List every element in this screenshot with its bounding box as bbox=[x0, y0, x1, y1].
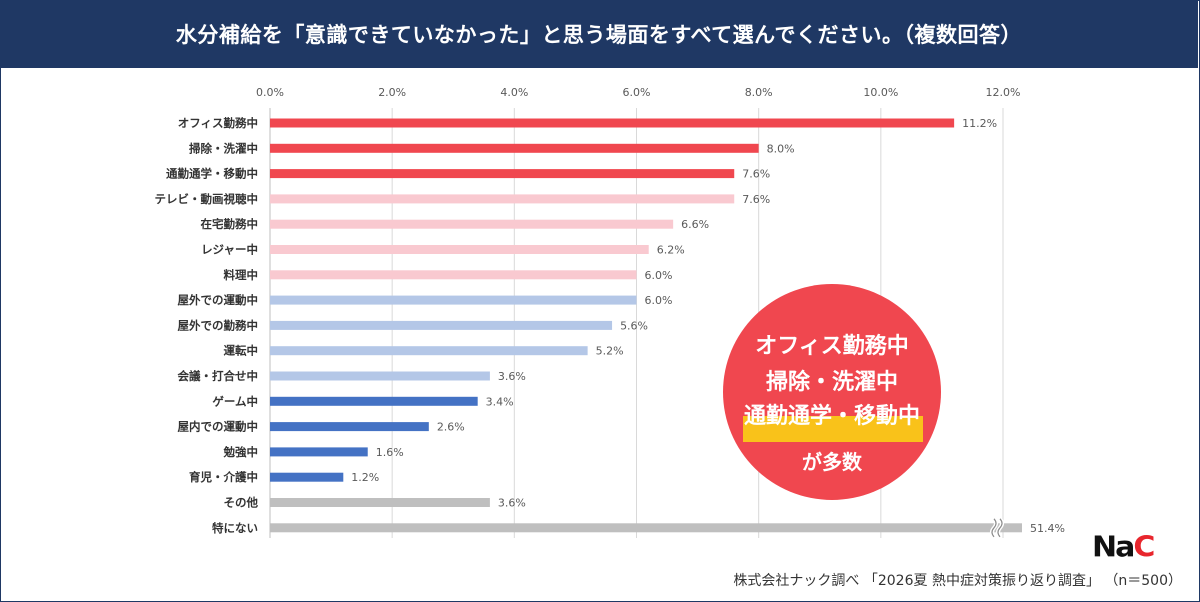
category-label: レジャー中 bbox=[201, 243, 258, 257]
x-tick-label: 10.0% bbox=[863, 86, 898, 99]
category-label: ゲーム中 bbox=[212, 394, 258, 408]
x-tick-label: 12.0% bbox=[986, 86, 1021, 99]
category-label: 運転中 bbox=[224, 344, 259, 358]
bar bbox=[270, 143, 759, 153]
data-label: 6.0% bbox=[645, 294, 673, 307]
bar bbox=[270, 169, 735, 179]
data-label: 6.2% bbox=[657, 244, 685, 257]
nac-logo: NaC bbox=[1092, 530, 1155, 565]
chart-title: 水分補給を「意識できていなかった」と思う場面をすべて選んでください。（複数回答） bbox=[0, 0, 1198, 68]
bar bbox=[270, 396, 478, 406]
category-label: 屋内での運動中 bbox=[178, 420, 259, 434]
bar bbox=[270, 447, 368, 457]
data-label: 11.2% bbox=[962, 117, 997, 130]
category-label: 掃除・洗濯中 bbox=[189, 141, 258, 155]
source-note: 株式会社ナック調べ 「2026夏 熱中症対策振り返り調査」 （n＝500） bbox=[733, 573, 1182, 589]
logo-prefix: Na bbox=[1092, 530, 1135, 565]
data-label: 5.6% bbox=[620, 319, 648, 332]
category-label: テレビ・動画視聴中 bbox=[155, 192, 259, 206]
bar bbox=[270, 194, 735, 204]
bar bbox=[270, 346, 588, 356]
category-label: 会議・打合せ中 bbox=[177, 369, 259, 383]
category-label: 育児・介護中 bbox=[189, 470, 258, 484]
category-label: 料理中 bbox=[224, 268, 259, 282]
data-label: 3.4% bbox=[486, 395, 514, 408]
data-label: 5.2% bbox=[596, 345, 624, 358]
bar bbox=[270, 498, 490, 507]
category-label: 在宅勤務中 bbox=[201, 217, 259, 231]
x-tick-label: 6.0% bbox=[623, 86, 651, 99]
data-label: 3.6% bbox=[498, 370, 526, 383]
bar bbox=[270, 270, 637, 280]
data-label: 7.6% bbox=[742, 168, 770, 181]
logo-accent: C bbox=[1133, 530, 1155, 565]
axis-break-mark bbox=[991, 518, 997, 538]
callout-line-2: 掃除・洗濯中 bbox=[765, 370, 898, 395]
data-label: 7.6% bbox=[742, 193, 770, 206]
bar bbox=[270, 371, 490, 381]
callout-line-3: 通勤通学・移動中 bbox=[743, 404, 920, 429]
category-label: 屋外での勤務中 bbox=[178, 318, 259, 332]
callout-highlight-marker bbox=[743, 416, 923, 442]
x-tick-label: 2.0% bbox=[378, 86, 406, 99]
bar bbox=[270, 118, 955, 128]
x-tick-label: 0.0% bbox=[256, 86, 284, 99]
data-label: 2.6% bbox=[437, 421, 465, 434]
x-tick-label: 8.0% bbox=[745, 86, 773, 99]
category-label: 通勤通学・移動中 bbox=[166, 167, 258, 181]
data-label: 6.0% bbox=[645, 269, 673, 282]
highlight-callout: オフィス勤務中 掃除・洗濯中 通勤通学・移動中 が多数 bbox=[723, 284, 941, 500]
data-label: 51.4% bbox=[1030, 522, 1065, 535]
x-tick-label: 4.0% bbox=[500, 86, 528, 99]
category-label: その他 bbox=[224, 496, 259, 510]
callout-line-1: オフィス勤務中 bbox=[755, 334, 909, 359]
data-label: 3.6% bbox=[498, 497, 526, 510]
callout-line-4: が多数 bbox=[802, 450, 862, 474]
data-label: 1.6% bbox=[376, 446, 404, 459]
category-label: 屋外での運動中 bbox=[178, 293, 259, 307]
bar bbox=[270, 219, 674, 229]
bar bbox=[270, 295, 637, 305]
axis-break-mark bbox=[997, 518, 1003, 538]
data-label: 6.6% bbox=[681, 218, 709, 231]
data-label: 8.0% bbox=[767, 142, 795, 155]
category-label: オフィス勤務中 bbox=[178, 116, 258, 130]
category-label: 勉強中 bbox=[223, 445, 259, 459]
category-label: 特にない bbox=[212, 521, 258, 535]
bar bbox=[270, 245, 649, 254]
bar bbox=[270, 472, 344, 482]
data-label: 1.2% bbox=[351, 471, 379, 484]
bar bbox=[270, 523, 1022, 533]
bar bbox=[270, 320, 613, 330]
bar bbox=[270, 422, 429, 432]
